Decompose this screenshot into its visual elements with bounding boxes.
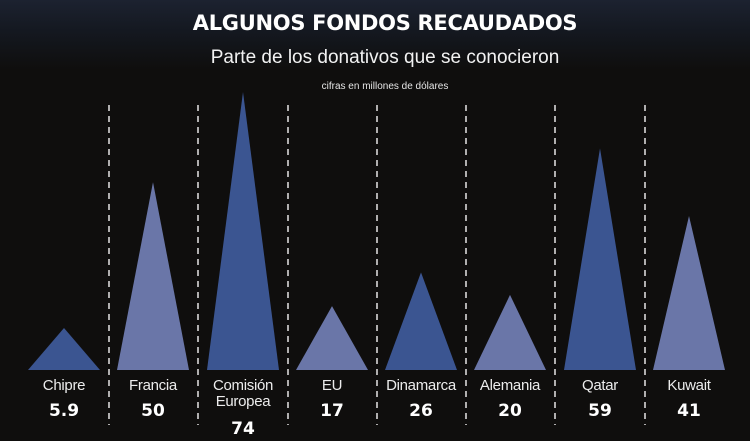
value-label: 26 <box>409 401 433 421</box>
triangle-bar-chipre <box>28 328 100 370</box>
triangle-bar-dinamarca <box>385 272 457 370</box>
triangle-bar-qatar <box>564 148 636 370</box>
value-label: 59 <box>588 401 612 421</box>
category-label: Kuwait <box>667 377 711 394</box>
category-label: Comisión Europea <box>212 377 274 410</box>
category-label: Alemania <box>479 377 541 394</box>
value-label: 17 <box>320 401 344 421</box>
category-label: Dinamarca <box>386 377 456 394</box>
divider-lines <box>108 105 646 425</box>
triangles <box>28 92 725 370</box>
category-label: Qatar <box>581 377 618 394</box>
chart-subtitle: Parte de los donativos que se conocieron <box>210 47 560 68</box>
value-label: 50 <box>141 401 165 421</box>
triangle-bar-alemania <box>474 294 546 370</box>
chart-title: ALGUNOS FONDOS RECAUDADOS <box>192 11 578 35</box>
value-label: 5.9 <box>48 401 80 421</box>
triangle-bar-eu <box>296 306 368 370</box>
header-background <box>0 0 750 70</box>
triangle-bar-kuwait <box>653 215 725 370</box>
value-label: 41 <box>677 401 701 421</box>
unit-note: cifras en millones de dólares <box>321 81 449 92</box>
triangle-bar-francia <box>117 182 189 370</box>
category-label: Francia <box>129 377 177 394</box>
value-label: 74 <box>231 419 255 439</box>
value-label: 20 <box>498 401 522 421</box>
category-label: EU <box>321 377 343 394</box>
triangle-bar-comisión-europea <box>207 92 279 370</box>
category-label: Chipre <box>42 377 86 394</box>
